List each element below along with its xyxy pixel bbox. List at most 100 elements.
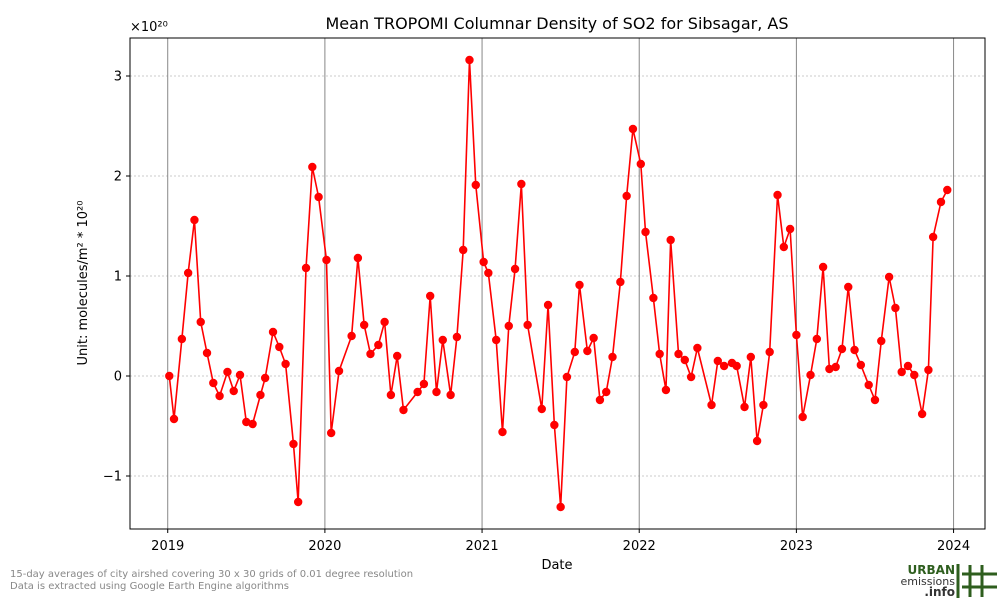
data-point xyxy=(719,361,729,371)
data-point xyxy=(732,361,741,371)
footnote: Data is extracted using Google Earth Eng… xyxy=(10,581,289,592)
data-point xyxy=(622,191,631,201)
data-point xyxy=(196,317,205,327)
data-point xyxy=(165,371,174,381)
x-tick-label: 2024 xyxy=(937,539,970,554)
data-point xyxy=(374,340,383,350)
data-point xyxy=(608,352,617,362)
data-point xyxy=(550,420,559,430)
data-point xyxy=(779,242,789,252)
data-point xyxy=(765,347,774,357)
data-point xyxy=(707,400,716,410)
data-point xyxy=(229,386,238,396)
data-point xyxy=(686,372,696,382)
data-point xyxy=(936,197,946,207)
plot-frame xyxy=(129,37,986,530)
data-point xyxy=(347,331,356,341)
data-point xyxy=(293,497,303,507)
data-point xyxy=(413,387,422,397)
data-point xyxy=(870,395,880,405)
data-point xyxy=(570,347,579,357)
data-point xyxy=(419,379,429,389)
data-point xyxy=(169,414,179,424)
data-point xyxy=(209,378,218,388)
data-point xyxy=(517,179,526,189)
data-point xyxy=(543,300,553,310)
data-point xyxy=(308,162,317,172)
data-point xyxy=(602,387,611,397)
data-point xyxy=(334,366,344,376)
data-point xyxy=(177,334,187,344)
data-point xyxy=(856,360,866,370)
data-point xyxy=(268,327,278,337)
data-point xyxy=(575,280,584,290)
data-point xyxy=(359,320,369,330)
data-point xyxy=(556,502,565,512)
x-tick-label: 2019 xyxy=(151,539,184,554)
data-point xyxy=(492,335,501,345)
data-point xyxy=(562,372,572,382)
data-point xyxy=(850,345,859,355)
data-point xyxy=(806,370,815,380)
data-point xyxy=(386,390,396,400)
data-point xyxy=(510,264,520,274)
data-point xyxy=(655,349,664,359)
data-point xyxy=(289,439,298,449)
data-point xyxy=(223,367,232,377)
y-axis-label: Unit: molecules/m² * 10²⁰ xyxy=(76,201,91,366)
chart-title: Mean TROPOMI Columnar Density of SO2 for… xyxy=(326,14,789,33)
data-point xyxy=(713,356,723,366)
data-point xyxy=(190,215,199,225)
data-point xyxy=(452,332,462,342)
data-point xyxy=(943,185,952,195)
data-point xyxy=(877,336,886,346)
series-line xyxy=(168,59,948,508)
data-point xyxy=(844,282,853,292)
logo: URBAN emissions .info xyxy=(901,563,997,599)
footnote: 15-day averages of city airshed covering… xyxy=(10,569,413,580)
data-point xyxy=(812,334,822,344)
data-point xyxy=(661,385,671,395)
data-point xyxy=(649,293,658,303)
data-point xyxy=(917,409,927,419)
data-point xyxy=(837,344,847,354)
data-point xyxy=(432,387,441,397)
data-point xyxy=(818,262,828,272)
data-point xyxy=(326,428,336,438)
data-point xyxy=(636,159,645,169)
data-point xyxy=(465,55,474,65)
data-point xyxy=(322,255,331,265)
data-point xyxy=(891,303,900,313)
data-point xyxy=(248,419,257,429)
data-point xyxy=(281,359,290,369)
data-point xyxy=(589,333,598,343)
data-point xyxy=(504,321,513,331)
data-point xyxy=(498,427,507,437)
logo-text: URBAN xyxy=(908,563,955,577)
data-point xyxy=(595,395,605,405)
logo-text: .info xyxy=(924,585,955,599)
data-point xyxy=(215,391,224,401)
data-point xyxy=(446,390,455,400)
data-point xyxy=(864,380,873,390)
data-point xyxy=(928,232,938,242)
data-point xyxy=(471,180,480,190)
x-tick-label: 2022 xyxy=(623,539,656,554)
data-point xyxy=(674,349,683,359)
data-point xyxy=(366,349,375,359)
y-tick-label: 3 xyxy=(114,70,122,85)
data-point xyxy=(458,245,468,255)
logo-icon xyxy=(956,564,997,598)
data-point xyxy=(910,370,919,380)
data-point xyxy=(897,367,906,377)
data-point xyxy=(202,348,212,358)
data-point xyxy=(380,317,389,327)
data-point xyxy=(903,361,913,371)
data-point xyxy=(773,190,782,200)
data-point xyxy=(183,268,193,278)
data-point xyxy=(693,343,702,353)
data-point xyxy=(759,400,768,410)
x-axis-label: Date xyxy=(541,558,572,573)
